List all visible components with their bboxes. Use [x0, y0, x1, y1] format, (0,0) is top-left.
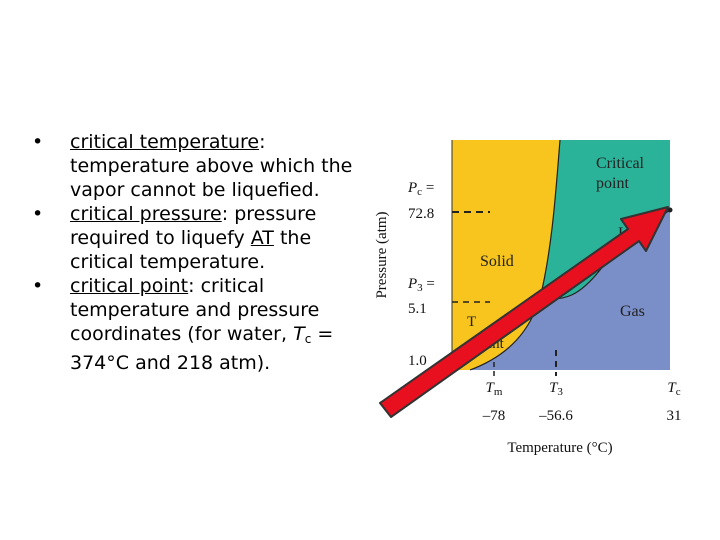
- definition-critical-point-b: = 374°C and 218 atm).: [70, 323, 334, 374]
- bullet-critical-pressure: • critical pressure: pressure required t…: [32, 202, 364, 274]
- term-critical-point: critical point: [70, 275, 189, 297]
- bullet-list: • critical temperature: temperature abov…: [32, 130, 364, 375]
- svg-text:Tc: Tc: [667, 380, 680, 398]
- tc-symbol: T: [667, 380, 677, 396]
- tm-symbol: T: [486, 380, 496, 396]
- y-tick-pc: Pc = 72.8: [407, 180, 434, 222]
- critical-point-marker: [667, 207, 673, 213]
- pc-value: 72.8: [408, 206, 434, 222]
- svg-text:P3 =: P3 =: [407, 276, 435, 294]
- svg-text:Tm: Tm: [486, 380, 503, 398]
- bullet-dot: •: [32, 131, 44, 153]
- critical-point-label-line1: Critical: [596, 155, 645, 172]
- pc-symbol: P: [407, 180, 417, 196]
- t3-symbol: T: [549, 380, 559, 396]
- t3-subscript: 3: [557, 386, 563, 398]
- term-critical-temperature: critical temperature: [70, 131, 260, 153]
- liquid-region: [540, 140, 670, 300]
- pc-subscript: c: [417, 186, 422, 198]
- tm-subscript: m: [494, 386, 503, 398]
- gas-label: Gas: [620, 303, 645, 320]
- bullet-critical-temperature: • critical temperature: temperature abov…: [32, 130, 364, 202]
- triple-point-label-partial-1: T: [467, 314, 476, 330]
- svg-text:Pc =: Pc =: [407, 180, 434, 198]
- tc-value: 31: [667, 408, 682, 424]
- term-critical-pressure: critical pressure: [70, 203, 222, 225]
- bullet-critical-point: • critical point: critical temperature a…: [32, 274, 364, 375]
- x-tick-t3: T3 –56.6: [538, 380, 573, 424]
- symbol-tc-subscript: c: [304, 332, 312, 346]
- p3-value: 5.1: [408, 301, 427, 317]
- critical-point-label-line2: point: [596, 175, 629, 192]
- y-axis-label: Pressure (atm): [374, 211, 390, 298]
- y-tick-1atm: 1.0: [408, 353, 427, 369]
- p3-equals: =: [423, 276, 435, 292]
- phase-diagram-svg: Pressure (atm) Pc = 72.8 P3 = 5.1 1.0 Tm…: [374, 139, 682, 456]
- phase-diagram: Pressure (atm) Pc = 72.8 P3 = 5.1 1.0 Tm…: [370, 130, 700, 470]
- symbol-tc: T: [293, 323, 305, 345]
- tm-value: –78: [482, 408, 506, 424]
- definition-critical-temperature: : temperature above which the vapor cann…: [70, 131, 353, 201]
- svg-text:T3: T3: [549, 380, 563, 398]
- solid-label: Solid: [480, 253, 514, 270]
- definition-critical-pressure-a: : pressure required to liquefy: [70, 203, 317, 249]
- bullet-dot: •: [32, 203, 44, 225]
- x-axis-label: Temperature (°C): [507, 440, 612, 456]
- pc-equals: =: [422, 180, 434, 196]
- x-tick-tc: Tc 31: [667, 380, 682, 424]
- y-tick-p3: P3 = 5.1: [407, 276, 435, 317]
- tc-subscript: c: [676, 386, 681, 398]
- fusion-curve: [539, 139, 561, 299]
- x-tick-tm: Tm –78: [482, 380, 506, 424]
- bullet-dot: •: [32, 275, 44, 297]
- p3-symbol: P: [407, 276, 417, 292]
- t3-value: –56.6: [538, 408, 573, 424]
- definition-critical-pressure-b: the critical temperature.: [70, 227, 312, 273]
- red-arrow-to-critical-point: [379, 206, 669, 418]
- p3-subscript: 3: [417, 282, 423, 294]
- emphasis-at: AT: [250, 227, 274, 249]
- definition-critical-point-a: : critical temperature and pressure coor…: [70, 275, 320, 345]
